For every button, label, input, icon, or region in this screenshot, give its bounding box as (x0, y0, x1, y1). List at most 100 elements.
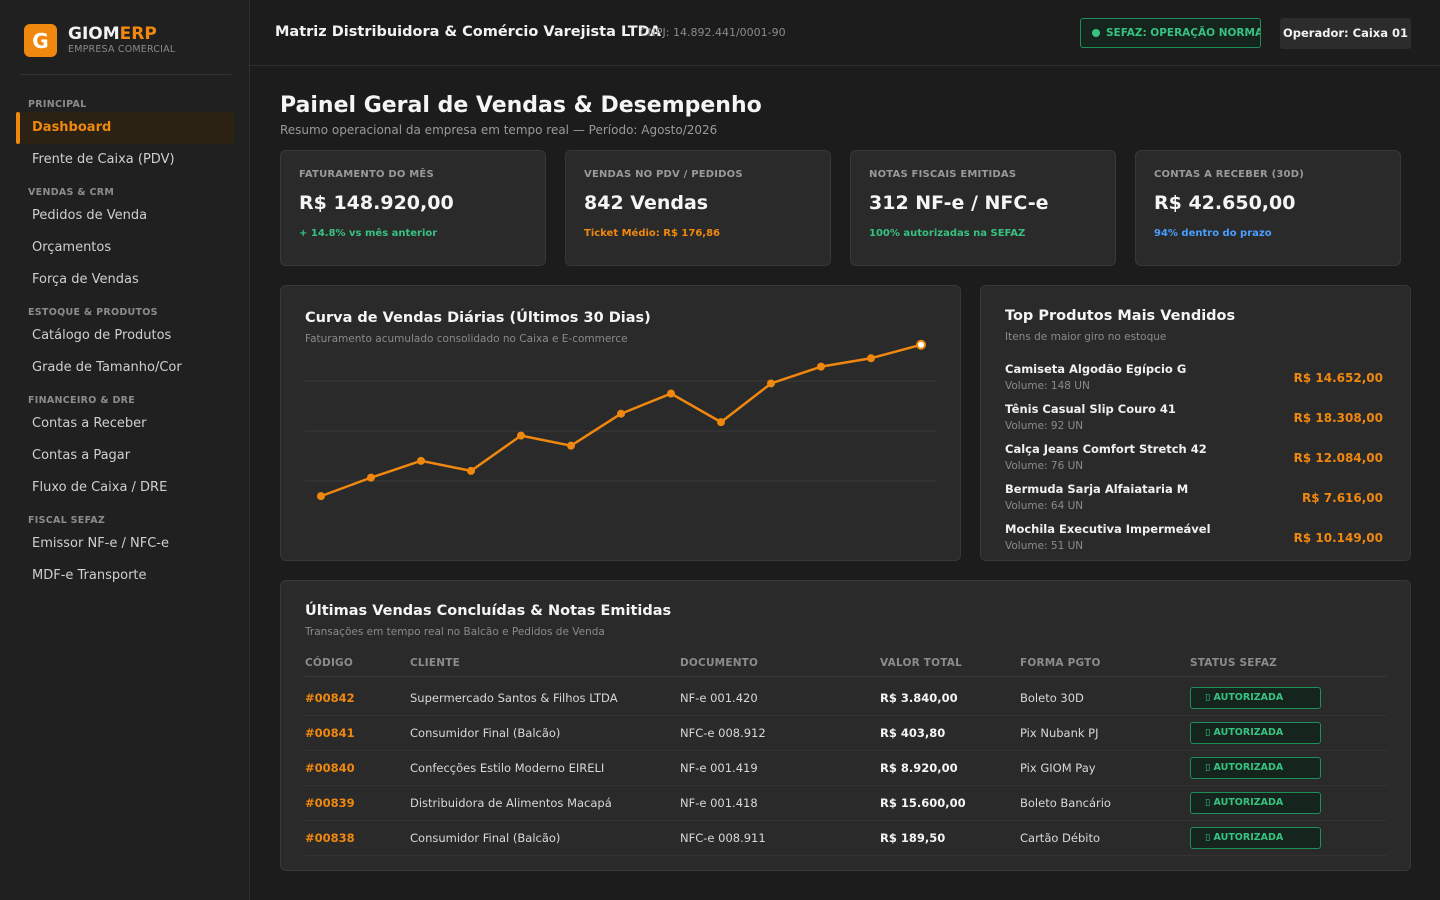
product-name: Mochila Executiva Impermeável (1005, 522, 1211, 536)
kpi-card-vendas[interactable]: VENDAS NO PDV / PEDIDOS 842 Vendas Ticke… (565, 150, 831, 266)
product-name: Tênis Casual Slip Couro 41 (1005, 402, 1176, 416)
top-products-list: Camiseta Algodão Egípcio G Volume: 148 U… (1005, 362, 1383, 562)
kpi-label: CONTAS A RECEBER (30D) (1154, 169, 1304, 180)
sale-code-link[interactable]: #00841 (305, 726, 355, 740)
company-name: Matriz Distribuidora & Comércio Varejist… (275, 24, 661, 40)
product-value: R$ 14.652,00 (1293, 371, 1383, 385)
table-row[interactable]: #00841 Consumidor Final (Balcão) NFC-e 0… (305, 716, 1387, 751)
table-row[interactable]: #00842 Supermercado Santos & Filhos LTDA… (305, 681, 1387, 716)
sidebar-item-mdfe[interactable]: MDF-e Transporte (32, 568, 147, 583)
data-point[interactable] (567, 441, 575, 450)
sale-value: R$ 189,50 (880, 831, 946, 845)
nav-section-vendas: VENDAS & CRM (28, 187, 115, 198)
data-point[interactable] (417, 456, 425, 465)
sale-code-link[interactable]: #00840 (305, 761, 355, 775)
sale-code-link[interactable]: #00839 (305, 796, 355, 810)
product-volume: Volume: 51 UN (1005, 540, 1084, 552)
kpi-value: 842 Vendas (584, 192, 709, 214)
column-header-code: CÓDIGO (305, 657, 353, 669)
data-point[interactable] (517, 431, 525, 440)
sale-document: NFC-e 008.911 (680, 831, 766, 845)
data-point[interactable] (667, 389, 675, 398)
product-value: R$ 7.616,00 (1302, 491, 1383, 505)
logo-icon: G (24, 24, 57, 57)
sidebar-item-pedidos[interactable]: Pedidos de Venda (32, 208, 148, 223)
sale-payment: Pix Nubank PJ (1020, 726, 1099, 740)
data-point[interactable] (717, 418, 725, 427)
kpi-label: FATURAMENTO DO MÊS (299, 169, 434, 180)
list-item[interactable]: Tênis Casual Slip Couro 41 Volume: 92 UN… (1005, 402, 1383, 442)
kpi-card-notas-fiscais[interactable]: NOTAS FISCAIS EMITIDAS 312 NF-e / NFC-e … (850, 150, 1116, 266)
kpi-card-contas-receber[interactable]: CONTAS A RECEBER (30D) R$ 42.650,00 94% … (1135, 150, 1401, 266)
sale-document: NF-e 001.419 (680, 761, 758, 775)
kpi-value: R$ 42.650,00 (1154, 192, 1296, 214)
sale-value: R$ 3.840,00 (880, 691, 958, 705)
list-item[interactable]: Camiseta Algodão Egípcio G Volume: 148 U… (1005, 362, 1383, 402)
nav-section-estoque: ESTOQUE & PRODUTOS (28, 307, 158, 318)
column-header-payment: FORMA PGTO (1020, 657, 1101, 669)
chart-title: Curva de Vendas Diárias (Últimos 30 Dias… (305, 310, 651, 326)
data-point[interactable] (817, 362, 825, 371)
status-badge: ▯ AUTORIZADA (1190, 687, 1321, 709)
column-header-value: VALOR TOTAL (880, 657, 962, 669)
status-dot-icon (1092, 29, 1100, 37)
sale-client: Consumidor Final (Balcão) (410, 726, 561, 740)
sidebar-item-orcamentos[interactable]: Orçamentos (32, 240, 112, 255)
sidebar-item-fluxo-caixa[interactable]: Fluxo de Caixa / DRE (32, 480, 168, 495)
status-badge: ▯ AUTORIZADA (1190, 827, 1321, 849)
data-point[interactable] (367, 473, 375, 482)
sale-code-link[interactable]: #00842 (305, 691, 355, 705)
product-volume: Volume: 64 UN (1005, 500, 1084, 512)
sidebar-item-contas-pagar[interactable]: Contas a Pagar (32, 448, 131, 463)
list-item[interactable]: Bermuda Sarja Alfaiataria M Volume: 64 U… (1005, 482, 1383, 522)
product-value: R$ 18.308,00 (1293, 411, 1383, 425)
sale-client: Confecções Estilo Moderno EIRELI (410, 761, 605, 775)
brand[interactable]: G GIOMERP EMPRESA COMERCIAL (24, 24, 175, 57)
product-name: Bermuda Sarja Alfaiataria M (1005, 482, 1189, 496)
sale-client: Distribuidora de Alimentos Macapá (410, 796, 612, 810)
column-header-document: DOCUMENTO (680, 657, 759, 669)
operator-button[interactable]: Operador: Caixa 01 (1280, 18, 1411, 49)
kpi-card-faturamento[interactable]: FATURAMENTO DO MÊS R$ 148.920,00 + 14.8%… (280, 150, 546, 266)
sale-code-link[interactable]: #00838 (305, 831, 355, 845)
sidebar-item-grade[interactable]: Grade de Tamanho/Cor (32, 360, 182, 375)
kpi-note: 100% autorizadas na SEFAZ (869, 228, 1026, 239)
sale-value: R$ 15.600,00 (880, 796, 966, 810)
brand-divider (20, 74, 231, 75)
company-cnpj: CNPJ: 14.892.441/0001-90 (640, 26, 786, 39)
table-header: CÓDIGO CLIENTE DOCUMENTO VALOR TOTAL FOR… (305, 657, 1387, 677)
list-item[interactable]: Mochila Executiva Impermeável Volume: 51… (1005, 522, 1383, 562)
data-point[interactable] (317, 492, 325, 501)
data-point[interactable] (867, 354, 875, 363)
sidebar: G GIOMERP EMPRESA COMERCIAL PRINCIPAL Da… (0, 0, 250, 900)
sidebar-item-dashboard[interactable]: Dashboard (16, 112, 234, 144)
product-volume: Volume: 148 UN (1005, 380, 1090, 392)
sidebar-item-forca-vendas[interactable]: Força de Vendas (32, 272, 139, 287)
kpi-note: + 14.8% vs mês anterior (299, 228, 438, 239)
sidebar-item-emissor-nfe[interactable]: Emissor NF-e / NFC-e (32, 536, 169, 551)
product-volume: Volume: 92 UN (1005, 420, 1084, 432)
sidebar-item-catalogo[interactable]: Catálogo de Produtos (32, 328, 172, 343)
data-point[interactable] (767, 379, 775, 388)
list-item[interactable]: Calça Jeans Comfort Stretch 42 Volume: 7… (1005, 442, 1383, 482)
nav-section-financeiro: FINANCEIRO & DRE (28, 395, 136, 406)
data-point[interactable] (467, 466, 475, 475)
data-point[interactable] (617, 409, 625, 418)
sales-chart-card: Curva de Vendas Diárias (Últimos 30 Dias… (280, 285, 961, 561)
top-products-title: Top Produtos Mais Vendidos (1005, 308, 1236, 324)
product-name: Calça Jeans Comfort Stretch 42 (1005, 442, 1207, 456)
status-badge: ▯ AUTORIZADA (1190, 757, 1321, 779)
data-point[interactable] (916, 339, 926, 350)
sales-line-chart (305, 339, 937, 501)
table-row[interactable]: #00838 Consumidor Final (Balcão) NFC-e 0… (305, 821, 1387, 856)
sidebar-item-pdv[interactable]: Frente de Caixa (PDV) (32, 152, 175, 167)
product-value: R$ 10.149,00 (1293, 531, 1383, 545)
series-line (320, 343, 922, 498)
table-row[interactable]: #00839 Distribuidora de Alimentos Macapá… (305, 786, 1387, 821)
sidebar-item-contas-receber[interactable]: Contas a Receber (32, 416, 147, 431)
table-row[interactable]: #00840 Confecções Estilo Moderno EIRELI … (305, 751, 1387, 786)
brand-name: GIOMERP (68, 24, 157, 44)
sefaz-status-badge[interactable]: SEFAZ: OPERAÇÃO NORMAL (1080, 18, 1261, 48)
kpi-value: R$ 148.920,00 (299, 192, 454, 214)
chart-subtitle: Faturamento acumulado consolidado no Cai… (305, 333, 628, 345)
